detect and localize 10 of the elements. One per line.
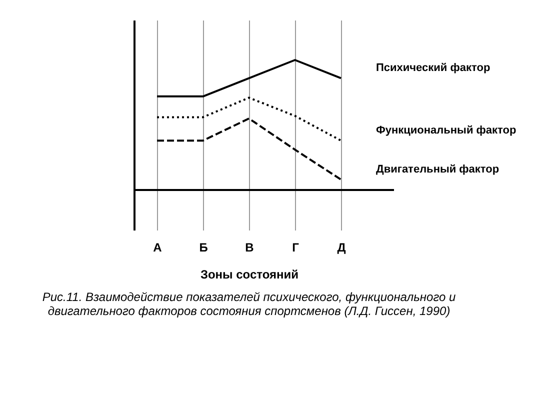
x-tick-label: Д — [337, 240, 346, 254]
x-tick-label: А — [153, 240, 162, 254]
x-axis-title: Зоны состояний — [200, 268, 299, 282]
text: Рис.11. Взаимодействие показателей психического, функционального и двигательного факторов состояния спортсменов (Л.Д. Гиссен, 1990) — [42, 290, 456, 318]
x-tick-label: Г — [292, 240, 300, 254]
text: Психический фактор — [376, 62, 490, 74]
text: Двигательный фактор — [376, 164, 500, 176]
text: Функциональный фактор — [376, 124, 516, 137]
x-tick-label: Б — [199, 240, 208, 254]
x-tick-label: В — [245, 240, 254, 254]
